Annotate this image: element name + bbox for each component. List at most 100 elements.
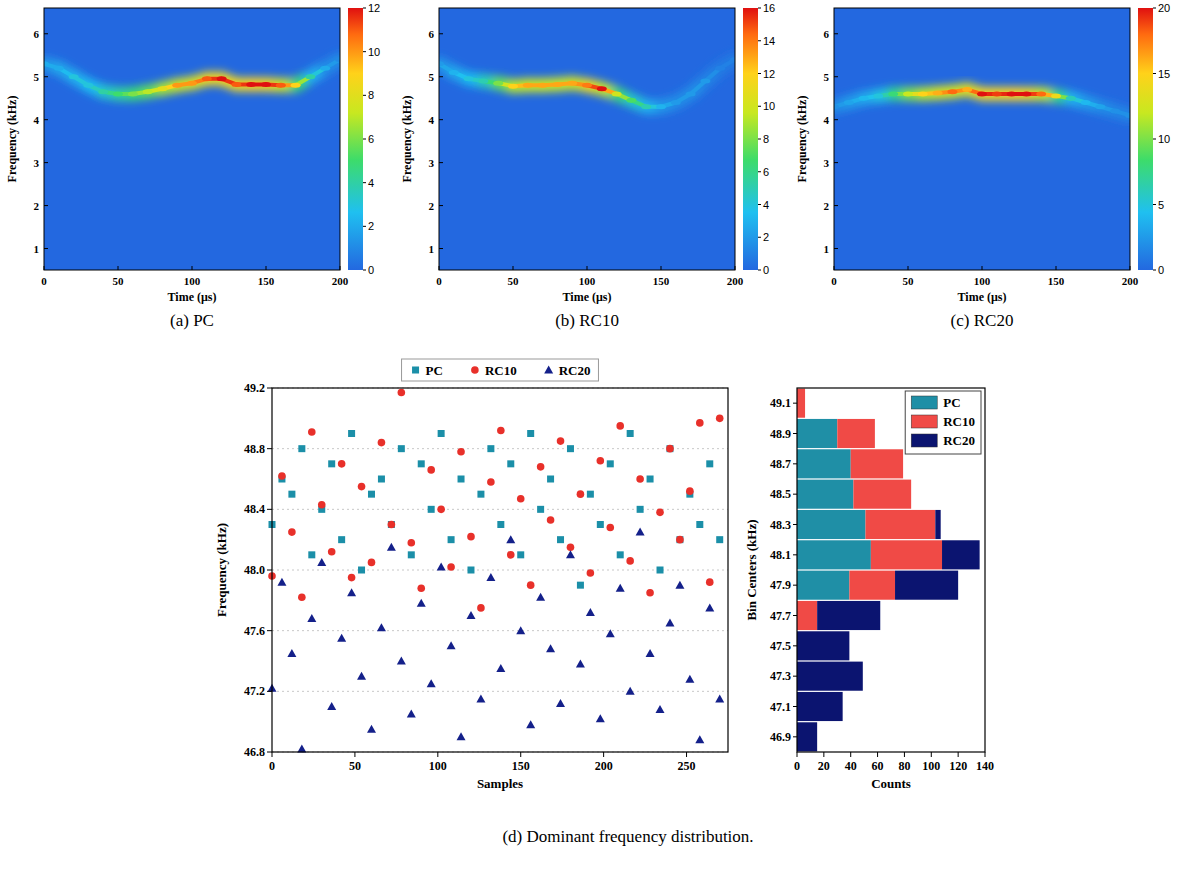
- point: [448, 536, 455, 543]
- cell: [903, 91, 913, 96]
- cell: [1007, 91, 1017, 96]
- caption: (a) PC: [170, 311, 214, 330]
- background: [44, 8, 340, 270]
- legend-label: RC10: [485, 363, 517, 378]
- tick-label: 200: [727, 275, 744, 287]
- point: [557, 437, 565, 445]
- cell: [834, 104, 839, 109]
- colorbar-label: 0: [368, 264, 374, 276]
- tick-label: 48.8: [244, 442, 265, 456]
- tick: [439, 162, 443, 163]
- tick: [266, 266, 267, 270]
- point: [637, 506, 644, 513]
- tick: [985, 752, 986, 757]
- point: [686, 487, 694, 495]
- point: [526, 720, 535, 728]
- cell: [439, 61, 444, 66]
- point: [695, 735, 704, 743]
- bar: [942, 540, 980, 569]
- axis-title: Frequency (kHz): [795, 96, 809, 183]
- cell: [1036, 91, 1046, 96]
- tick-label: 0: [794, 759, 800, 773]
- point: [685, 675, 694, 683]
- point: [627, 430, 634, 437]
- point: [706, 578, 714, 586]
- point: [288, 491, 295, 498]
- tick: [793, 494, 797, 495]
- tick: [1153, 270, 1156, 271]
- tick: [834, 33, 838, 34]
- cell: [1081, 100, 1091, 105]
- tick-label: 150: [258, 275, 275, 287]
- tick: [834, 119, 838, 120]
- point: [367, 725, 376, 733]
- point: [368, 491, 375, 498]
- tick: [758, 8, 761, 9]
- legend-item: PC: [412, 363, 443, 378]
- point: [626, 687, 635, 695]
- colorbar-label: 8: [763, 133, 769, 145]
- cell: [626, 98, 636, 103]
- tick: [44, 266, 45, 270]
- point: [616, 422, 624, 430]
- point: [597, 457, 605, 465]
- cell: [597, 86, 607, 91]
- tick-label: 3: [34, 157, 40, 169]
- cell: [1110, 109, 1120, 114]
- tick-label: 46.8: [244, 745, 265, 759]
- tick: [363, 95, 366, 96]
- point: [705, 603, 714, 611]
- tick: [267, 752, 272, 753]
- point: [547, 476, 554, 483]
- tick: [272, 752, 273, 757]
- tick-label: 48.4: [244, 502, 265, 516]
- point: [567, 543, 575, 551]
- tick: [44, 162, 48, 163]
- cell: [305, 74, 315, 79]
- legend-item: RC10: [471, 363, 517, 378]
- tick: [267, 630, 272, 631]
- point: [348, 430, 355, 437]
- point: [486, 573, 495, 581]
- tick: [44, 248, 48, 249]
- legend-label: PC: [943, 395, 960, 410]
- cell: [918, 91, 928, 96]
- cell: [449, 70, 459, 75]
- tick: [1153, 8, 1156, 9]
- point: [556, 699, 565, 707]
- tick: [758, 139, 761, 140]
- cell: [641, 104, 651, 109]
- grid-line: [272, 691, 728, 692]
- legend-marker: [471, 366, 479, 374]
- cell: [493, 81, 503, 86]
- cell: [844, 100, 854, 105]
- cell: [523, 83, 533, 88]
- tick: [439, 76, 443, 77]
- tick-label: 47.9: [770, 578, 791, 592]
- point: [428, 506, 435, 513]
- point: [656, 705, 665, 713]
- tick: [758, 73, 761, 74]
- tick: [363, 51, 366, 52]
- cell: [992, 91, 1002, 96]
- cell: [859, 96, 869, 101]
- point: [487, 478, 495, 486]
- tick: [793, 524, 797, 525]
- cell: [730, 57, 735, 62]
- point: [377, 623, 386, 631]
- point: [497, 521, 504, 528]
- tick-label: 140: [976, 759, 994, 773]
- point: [657, 567, 664, 574]
- cell: [261, 82, 271, 87]
- cell: [246, 82, 256, 87]
- tick-label: 47.1: [770, 700, 791, 714]
- point: [626, 557, 634, 565]
- cell: [143, 89, 153, 94]
- tick-label: 50: [113, 275, 125, 287]
- tick-label: 200: [1122, 275, 1139, 287]
- point: [297, 744, 306, 752]
- tick: [931, 752, 932, 757]
- cell: [69, 74, 79, 79]
- tick-label: 46.9: [770, 730, 791, 744]
- bar: [797, 692, 843, 721]
